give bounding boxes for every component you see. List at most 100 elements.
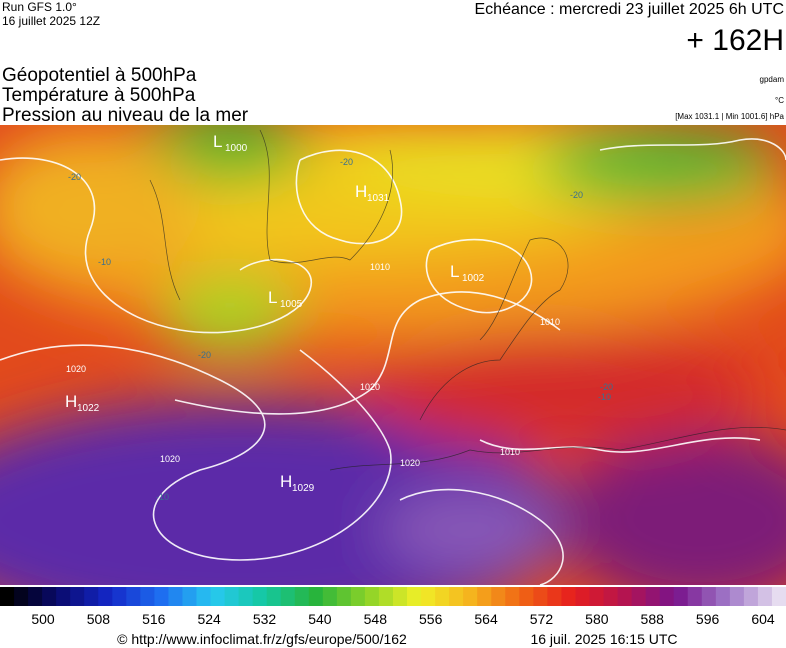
- map: [0, 125, 786, 585]
- colorbar-tick-label: 596: [696, 611, 720, 627]
- colorbar-tick-label: 548: [364, 611, 388, 627]
- center-type: L: [450, 262, 459, 281]
- colorbar-swatch: [196, 587, 212, 606]
- unit-label: °C: [775, 96, 784, 105]
- isobar-label: 1010: [540, 317, 560, 327]
- colorbar-tick-label: 524: [197, 611, 221, 627]
- colorbar-swatch: [252, 587, 268, 606]
- colorbar-tick-label: 564: [474, 611, 498, 627]
- colorbar-swatch: [182, 587, 197, 606]
- center-value: 1002: [462, 273, 485, 284]
- run-label: Run GFS 1.0°: [2, 0, 77, 14]
- colorbar-swatch: [603, 587, 619, 606]
- colorbar-swatch: [98, 587, 113, 606]
- temp-label: -20: [600, 382, 613, 392]
- colorbar-swatch: [645, 587, 661, 606]
- colorbar-swatch: [112, 587, 127, 606]
- center-value: 1031: [367, 193, 390, 204]
- temp-label: -10: [98, 257, 111, 267]
- colorbar-swatch: [126, 587, 141, 606]
- center-type: H: [355, 182, 367, 201]
- colorbar-swatch: [322, 587, 338, 606]
- colorbar-swatch: [673, 587, 689, 606]
- colorbar-swatch: [617, 587, 633, 606]
- colorbar-swatch: [280, 587, 296, 606]
- colorbar-swatch: [589, 587, 605, 606]
- colorbar-swatch: [84, 587, 99, 606]
- colorbar-swatch: [715, 587, 731, 606]
- colorbar-swatch: [505, 587, 520, 606]
- colorbar-swatch: [364, 587, 380, 606]
- colorbar-swatch: [238, 587, 254, 606]
- field-label: Température à 500hPa: [2, 85, 196, 106]
- colorbar-swatch: [407, 587, 422, 606]
- temp-label: -20: [68, 172, 81, 182]
- colorbar-swatch: [0, 587, 15, 606]
- colorbar-swatch: [477, 587, 492, 606]
- colorbar-swatch: [729, 587, 745, 606]
- colorbar-swatch: [631, 587, 647, 606]
- colorbar-swatch: [224, 587, 240, 606]
- colorbar-tick-label: 588: [641, 611, 665, 627]
- colorbar-swatch: [350, 587, 366, 606]
- colorbar-swatch: [308, 587, 324, 606]
- colorbar-swatch: [336, 587, 352, 606]
- isobar-label: 1010: [500, 447, 520, 457]
- colorbar-swatch: [168, 587, 183, 606]
- colorbar-swatch: [70, 587, 85, 606]
- forecast-time: Echéance : mercredi 23 juillet 2025 6h U…: [475, 1, 785, 18]
- colorbar-swatch: [42, 587, 57, 606]
- center-type: L: [268, 288, 277, 307]
- isobar-label: 1020: [66, 364, 86, 374]
- colorbar-tick-label: 604: [751, 611, 775, 627]
- temp-label: -20: [340, 157, 353, 167]
- run-date: 16 juillet 2025 12Z: [2, 14, 100, 28]
- lead-time: + 162H: [686, 24, 784, 57]
- temp-label: -10: [598, 392, 611, 402]
- colorbar-tick-label: 572: [530, 611, 554, 627]
- colorbar-swatch: [701, 587, 717, 606]
- colorbar-swatch: [294, 587, 310, 606]
- isobar-label: 1020: [400, 458, 420, 468]
- colorbar-tick-label: 580: [585, 611, 609, 627]
- isobar-label: 1020: [360, 382, 380, 392]
- colorbar-swatch: [378, 587, 394, 606]
- colorbar-swatch: [659, 587, 675, 606]
- colorbar-swatch: [771, 587, 786, 606]
- colorbar-swatch: [266, 587, 282, 606]
- colorbar-swatch: [393, 587, 408, 606]
- temp-label: -20: [570, 190, 583, 200]
- field-label: Géopotentiel à 500hPa: [2, 65, 197, 86]
- colorbar-swatch: [687, 587, 703, 606]
- colorbar-swatch: [14, 587, 29, 606]
- center-type: L: [213, 132, 222, 151]
- colorbar-tick-label: 540: [308, 611, 332, 627]
- unit-label: [Max 1031.1 | Min 1001.6] hPa: [675, 112, 784, 121]
- colorbar-swatch: [56, 587, 71, 606]
- center-type: H: [280, 472, 292, 491]
- center-type: H: [65, 392, 77, 411]
- isobar-label: 1010: [370, 262, 390, 272]
- footer-source: © http://www.infoclimat.fr/z/gfs/europe/…: [117, 631, 407, 647]
- footer-timestamp: 16 juil. 2025 16:15 UTC: [530, 631, 677, 647]
- colorbar-swatch: [154, 587, 169, 606]
- colorbar-swatch: [757, 587, 773, 606]
- colorbar-swatch: [575, 587, 590, 606]
- colorbar-swatch: [533, 587, 548, 606]
- colorbar-swatch: [519, 587, 534, 606]
- center-value: 1022: [77, 403, 100, 414]
- isobar-label: 1020: [160, 454, 180, 464]
- temp-label: -20: [198, 350, 211, 360]
- colorbar-swatch: [743, 587, 759, 606]
- colorbar-tick-label: 500: [31, 611, 55, 627]
- center-value: 1029: [292, 483, 315, 494]
- temp-label: -10: [156, 492, 169, 502]
- unit-label: gpdam: [760, 75, 785, 84]
- colorbar-swatch: [449, 587, 464, 606]
- colorbar-swatch: [140, 587, 155, 606]
- colorbar-swatch: [210, 587, 226, 606]
- colorbar-swatch: [421, 587, 436, 606]
- colorbar-tick-label: 516: [142, 611, 166, 627]
